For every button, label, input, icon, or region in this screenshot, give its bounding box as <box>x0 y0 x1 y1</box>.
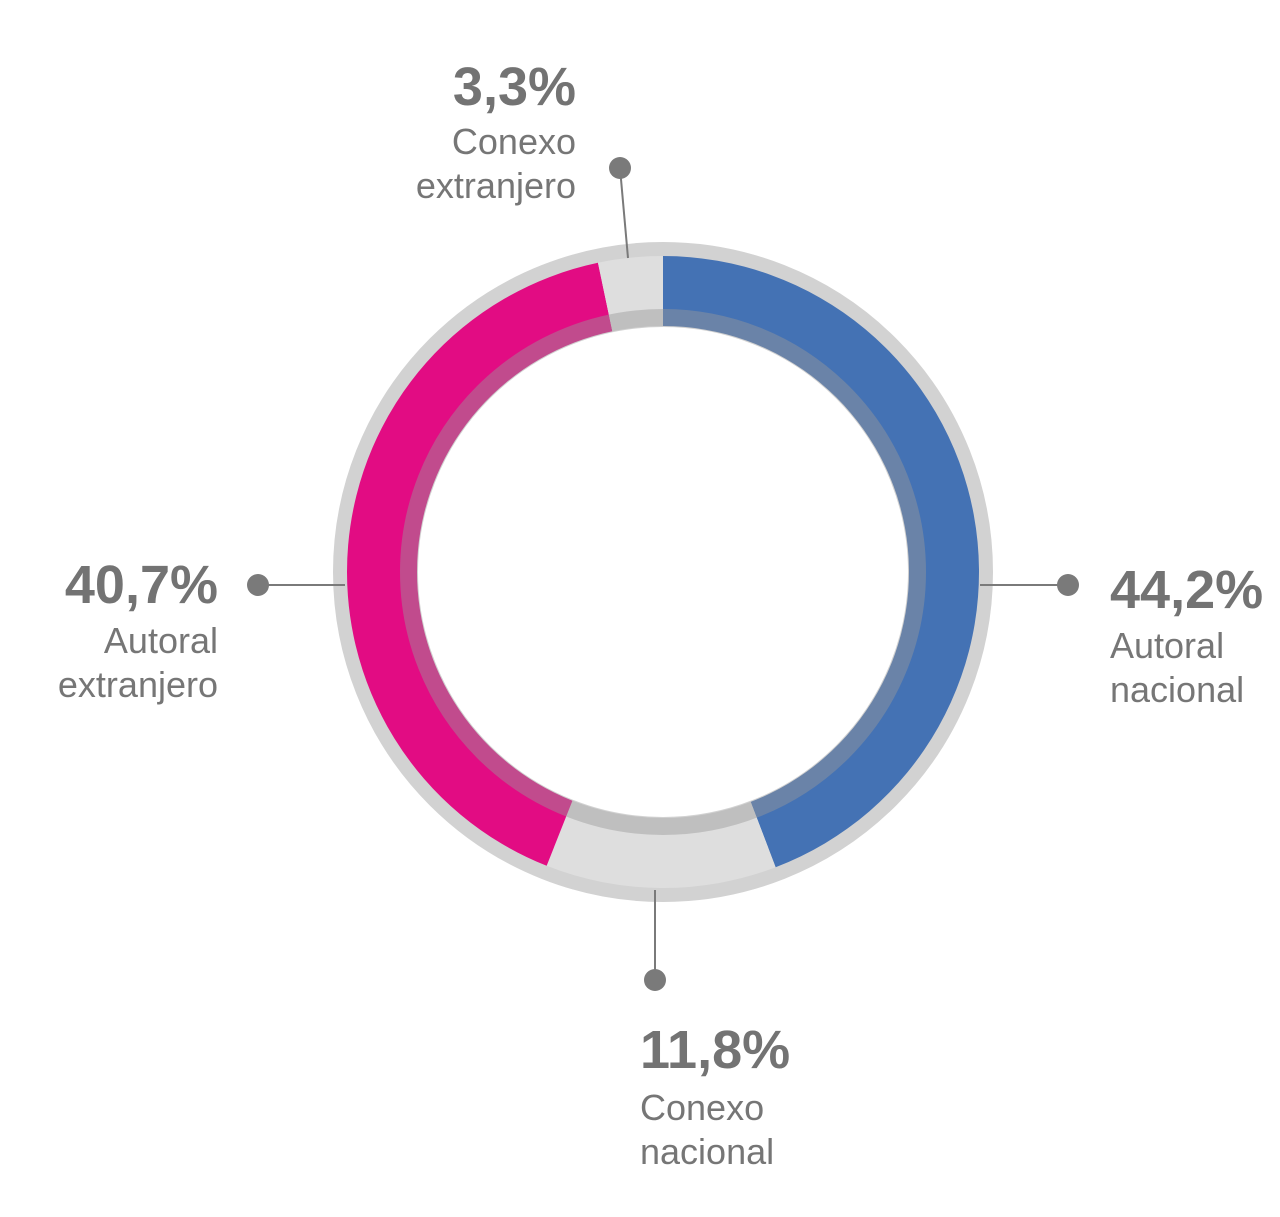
leader-line-3 <box>619 167 629 259</box>
slice-label-3-line-0: Conexo <box>452 121 576 162</box>
annotations-group: 44,2%Autoralnacional11,8%Conexonacional4… <box>58 57 1263 1172</box>
slice-label-0-line-0: Autoral <box>1110 625 1224 666</box>
value-label-1: 11,8% <box>640 1020 790 1080</box>
donut-slice-0 <box>663 256 980 868</box>
slice-label-2-line-1: extranjero <box>58 664 218 705</box>
slice-label-3-line-1: extranjero <box>416 165 576 206</box>
value-label-3: 3,3% <box>453 57 576 117</box>
leader-dot-2 <box>247 574 269 596</box>
slice-label-1-line-0: Conexo <box>640 1087 764 1128</box>
leader-dot-3 <box>609 157 631 179</box>
inner-ring-overlay <box>400 309 926 835</box>
donut-slice-3 <box>597 256 663 332</box>
donut-slice-2 <box>346 262 613 866</box>
leader-dot-0 <box>1057 574 1079 596</box>
value-label-2: 40,7% <box>65 555 218 615</box>
donut-slice-1 <box>546 800 776 889</box>
slice-label-1-line-1: nacional <box>640 1131 774 1172</box>
slice-label-0-line-1: nacional <box>1110 669 1244 710</box>
slices-group <box>346 256 980 889</box>
leader-dot-1 <box>644 969 666 991</box>
value-label-0: 44,2% <box>1110 560 1263 620</box>
slice-label-2-line-0: Autoral <box>104 620 218 661</box>
